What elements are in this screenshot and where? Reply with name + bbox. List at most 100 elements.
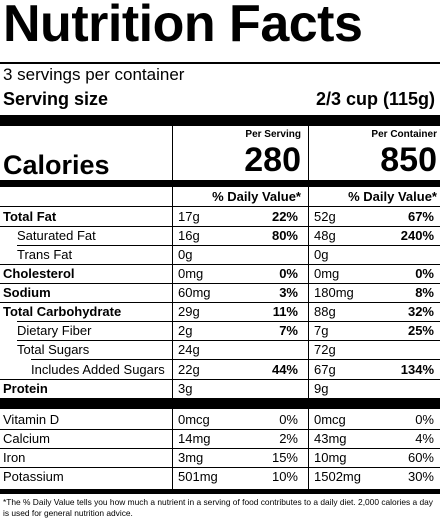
nutrient-name: Saturated Fat [17,228,96,243]
nutrient-dv2: 0% [415,412,434,427]
nutrient-amt1: 29g [178,304,200,319]
nutrient-amt1: 3mg [178,450,204,465]
nutrient-name: Calcium [3,431,50,446]
nutrient-dv1: 3% [279,285,298,300]
per-container-label: Per Container [371,129,437,140]
nutrient-amt2: 0mg [314,266,340,281]
nutrient-name: Total Sugars [17,342,90,357]
calories-per-container: 850 [380,141,437,179]
serving-size-value: 2/3 cup (115g) [315,89,435,109]
row-rule [0,302,440,303]
nutrient-name: Vitamin D [3,412,60,427]
nutrient-dv2: 0% [415,266,434,281]
nutrient-name: Dietary Fiber [17,323,92,338]
row-rule [31,359,440,360]
nutrient-dv1: 0% [279,266,298,281]
dv-header-container: % Daily Value* [348,189,437,204]
nutrient-dv2: 4% [415,431,434,446]
nutrient-amt2: 67g [314,362,336,377]
nutrient-amt1: 17g [178,209,200,224]
nutrient-row: Iron 3mg 15% 10mg 60% [0,448,440,467]
nutrient-row: Sodium 60mg 3% 180mg 8% [0,283,440,302]
nutrient-amt1: 0g [178,247,193,262]
nutrient-row: Protein 3g 9g [0,379,440,398]
nutrient-dv2: 240% [400,228,434,243]
nutrient-dv2: 60% [407,450,434,465]
nutrient-dv1: 22% [271,209,298,224]
nutrient-amt2: 7g [314,323,329,338]
nutrient-dv1: 15% [271,450,298,465]
thick-rule-calories [0,180,440,187]
nutrient-amt1: 24g [178,342,200,357]
nutrient-amt1: 3g [178,381,193,396]
dv-header-rule [0,206,440,207]
nutrient-amt1: 0mcg [178,412,210,427]
nutrient-amt2: 10mg [314,450,347,465]
nutrient-amt2: 48g [314,228,336,243]
column-divider-1 [172,126,176,188]
row-rule [0,467,440,468]
nutrient-row: Cholesterol 0mg 0% 0mg 0% [0,264,440,283]
nutrient-row: Total Fat 17g 22% 52g 67% [0,207,440,226]
nutrient-name: Sodium [3,285,51,300]
nutrient-amt2: 52g [314,209,336,224]
row-rule [0,429,440,430]
label-title: Nutrition Facts [3,0,363,53]
nutrient-amt2: 1502mg [314,469,361,484]
nutrient-amt2: 72g [314,342,336,357]
nutrient-dv1: 7% [279,323,298,338]
column-divider-serving [172,126,173,489]
nutrient-row: Total Sugars 24g 72g [0,340,440,359]
footnote: *The % Daily Value tells you how much a … [3,497,433,518]
nutrient-amt1: 501mg [178,469,218,484]
serving-size-label: Serving size [3,89,109,109]
calories-label: Calories [3,150,110,180]
nutrient-row: Total Carbohydrate 29g 11% 88g 32% [0,302,440,321]
nutrient-dv1: 10% [271,469,298,484]
nutrient-amt2: 88g [314,304,336,319]
nutrient-name: Iron [3,450,26,465]
thick-rule-protein [0,398,440,409]
nutrient-dv1: 0% [279,412,298,427]
nutrient-dv1: 44% [271,362,298,377]
nutrient-amt1: 2g [178,323,193,338]
nutrient-name: Trans Fat [17,247,73,262]
dv-header-serving: % Daily Value* [212,189,301,204]
nutrient-dv1: 80% [271,228,298,243]
nutrient-dv2: 67% [407,209,434,224]
serving-size-row: Serving size 2/3 cup (115g) [3,89,435,110]
nutrient-dv2: 30% [407,469,434,484]
nutrient-amt2: 9g [314,381,329,396]
nutrient-amt2: 180mg [314,285,354,300]
nutrient-row: Saturated Fat 16g 80% 48g 240% [0,226,440,245]
nutrient-row: Trans Fat 0g 0g [0,245,440,264]
row-rule [0,379,440,380]
nutrient-name: Potassium [3,469,64,484]
row-rule [0,283,440,284]
column-divider-container [308,126,309,489]
nutrient-name: Cholesterol [3,266,75,281]
nutrient-name: Includes Added Sugars [31,362,165,377]
nutrient-name: Total Carbohydrate [3,304,122,319]
nutrient-amt2: 0mcg [314,412,346,427]
row-rule [0,226,440,227]
per-serving-label: Per Serving [245,129,301,140]
nutrient-dv2: 134% [400,362,434,377]
row-rule [17,321,440,322]
nutrient-amt1: 0mg [178,266,204,281]
nutrient-dv2: 8% [415,285,434,300]
nutrient-amt1: 22g [178,362,200,377]
nutrient-name: Total Fat [3,209,57,224]
nutrient-row: Includes Added Sugars 22g 44% 67g 134% [0,360,440,379]
nutrient-amt1: 14mg [178,431,211,446]
title-rule [0,62,440,64]
nutrient-dv2: 25% [407,323,434,338]
nutrient-amt2: 0g [314,247,329,262]
nutrient-row: Potassium 501mg 10% 1502mg 30% [0,467,440,486]
nutrient-row: Calcium 14mg 2% 43mg 4% [0,429,440,448]
nutrient-row: Dietary Fiber 2g 7% 7g 25% [0,321,440,340]
nutrient-amt1: 60mg [178,285,211,300]
thick-rule-top [0,115,440,126]
thick-rule-bottom [0,489,440,494]
